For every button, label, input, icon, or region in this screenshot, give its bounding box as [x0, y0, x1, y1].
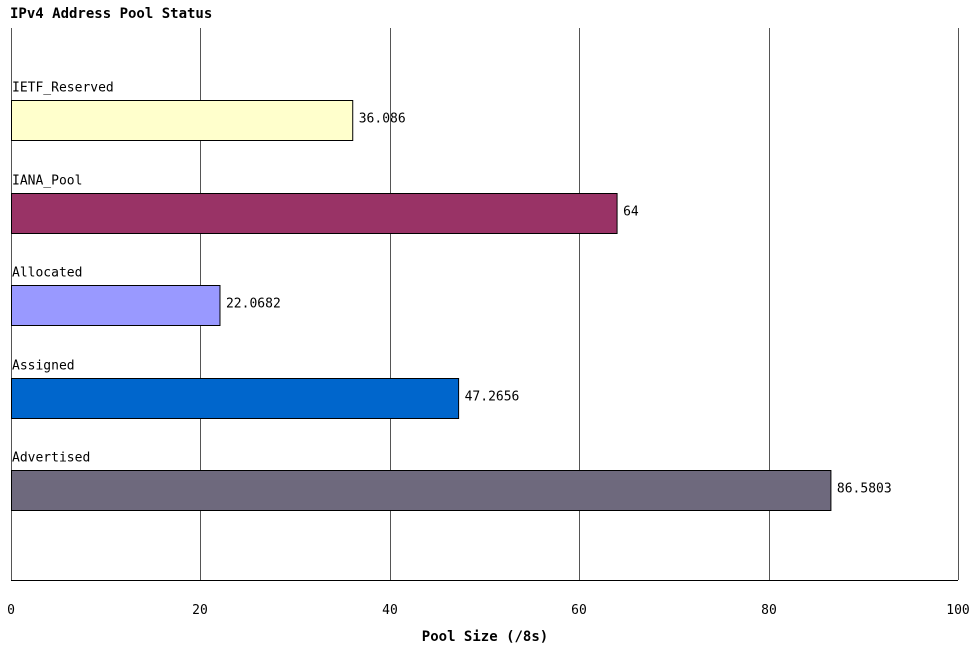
- category-label-1: IANA_Pool: [12, 174, 82, 189]
- value-label-2: 22.0682: [226, 297, 281, 312]
- x-tick-label-1: 20: [192, 603, 208, 618]
- value-label-1: 64: [623, 205, 639, 220]
- bar-iana-pool: [11, 193, 618, 234]
- bar-advertised: [11, 470, 832, 511]
- x-axis: 0 20 40 60 80 100: [7, 580, 970, 618]
- category-label-4: Advertised: [12, 451, 90, 466]
- category-label-3: Assigned: [12, 359, 75, 374]
- bar-ietf-reserved: [11, 100, 354, 141]
- x-tick-label-4: 80: [761, 603, 777, 618]
- category-label-2: Allocated: [12, 266, 82, 281]
- value-label-0: 36.086: [359, 112, 406, 127]
- x-tick-label-5: 100: [946, 603, 969, 618]
- x-axis-title: Pool Size (/8s): [422, 629, 548, 645]
- value-label-3: 47.2656: [465, 390, 520, 405]
- bar-allocated: [11, 285, 221, 326]
- x-tick-label-3: 60: [571, 603, 587, 618]
- chart-title: IPv4 Address Pool Status: [10, 6, 213, 22]
- value-label-4: 86.5803: [837, 482, 892, 497]
- bars: IETF_Reserved 36.086 IANA_Pool 64 Allocated 2…: [11, 81, 892, 511]
- bar-assigned: [11, 378, 460, 419]
- x-tick-label-0: 0: [7, 603, 15, 618]
- category-label-0: IETF_Reserved: [12, 81, 114, 96]
- x-tick-label-2: 40: [382, 603, 398, 618]
